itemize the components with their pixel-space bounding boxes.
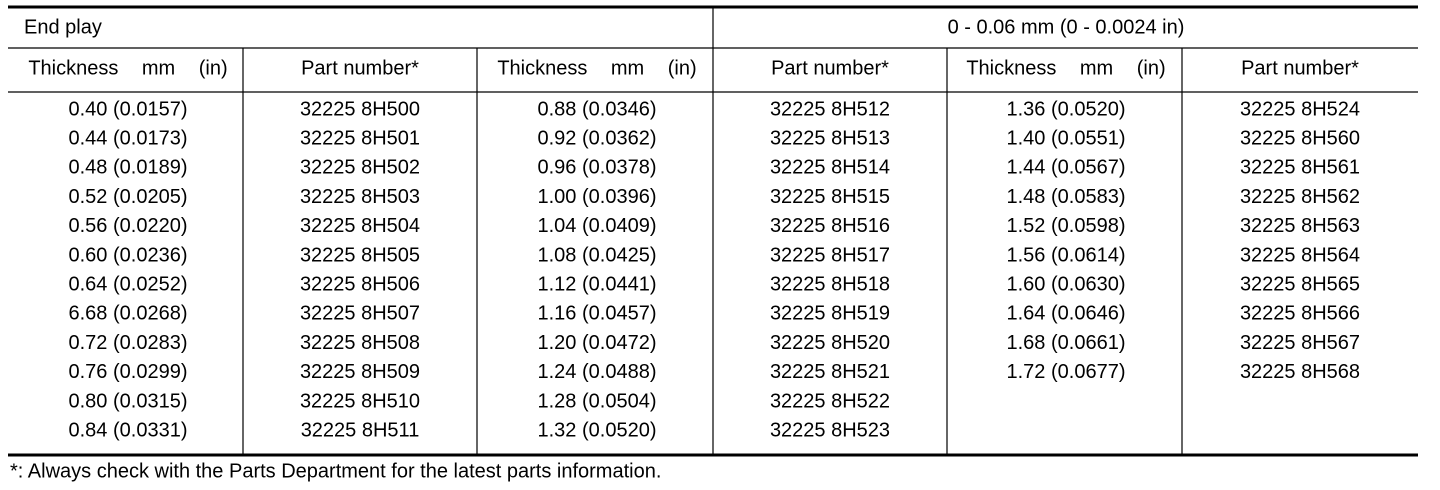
- thickness-cell: 1.24 (0.0488): [538, 361, 657, 383]
- part-number-cell: 32225 8H503: [300, 186, 420, 208]
- part-number-cell: 32225 8H563: [1240, 215, 1360, 237]
- thickness-cell: 0.88 (0.0346): [538, 98, 657, 120]
- part-number-cell: 32225 8H517: [770, 244, 890, 266]
- part-number-cell: 32225 8H511: [301, 419, 420, 441]
- part-number-cell: 32225 8H568: [1240, 361, 1360, 383]
- part-number-cell: 32225 8H521: [770, 361, 890, 383]
- thickness-cell: 1.20 (0.0472): [538, 332, 657, 354]
- thickness-cell: 1.16 (0.0457): [538, 303, 657, 325]
- thickness-cell: 1.72 (0.0677): [1007, 361, 1126, 383]
- end-play-label: End play: [24, 16, 102, 38]
- part-number-header: Part number*: [301, 57, 419, 79]
- thickness-cell: 6.68 (0.0268): [69, 303, 188, 325]
- thickness-cell: 1.32 (0.0520): [538, 419, 657, 441]
- thickness-cell: 1.08 (0.0425): [538, 244, 657, 266]
- part-number-cell: 32225 8H515: [770, 186, 890, 208]
- part-number-cell: 32225 8H562: [1240, 186, 1360, 208]
- thickness-cell: 0.40 (0.0157): [69, 98, 188, 120]
- part-number-cell: 32225 8H560: [1240, 127, 1360, 149]
- part-number-cell: 32225 8H502: [300, 157, 420, 179]
- part-number-cell: 32225 8H504: [300, 215, 420, 237]
- thickness-cell: 0.52 (0.0205): [69, 186, 188, 208]
- thickness-header: Thickness mm (in): [497, 57, 696, 79]
- thickness-cell: 1.68 (0.0661): [1007, 332, 1126, 354]
- part-number-cell: 32225 8H518: [770, 273, 890, 295]
- thickness-cell: 1.44 (0.0567): [1007, 157, 1126, 179]
- thickness-cell: 0.60 (0.0236): [69, 244, 188, 266]
- thickness-cell: 0.48 (0.0189): [69, 157, 188, 179]
- part-number-header: Part number*: [771, 57, 889, 79]
- thickness-cell: 1.56 (0.0614): [1007, 244, 1126, 266]
- part-number-cell: 32225 8H507: [300, 303, 420, 325]
- thickness-cell: 0.56 (0.0220): [69, 215, 188, 237]
- thickness-cell: 0.72 (0.0283): [69, 332, 188, 354]
- part-number-cell: 32225 8H508: [300, 332, 420, 354]
- end-play-value: 0 - 0.06 mm (0 - 0.0024 in): [948, 16, 1185, 38]
- part-number-cell: 32225 8H516: [770, 215, 890, 237]
- footnote: *: Always check with the Parts Departmen…: [10, 460, 661, 482]
- thickness-cell: 1.00 (0.0396): [538, 186, 657, 208]
- part-number-cell: 32225 8H500: [300, 98, 420, 120]
- thickness-cell: 1.40 (0.0551): [1007, 127, 1126, 149]
- part-number-cell: 32225 8H513: [770, 127, 890, 149]
- part-number-cell: 32225 8H565: [1240, 273, 1360, 295]
- part-number-cell: 32225 8H501: [300, 127, 420, 149]
- part-number-cell: 32225 8H509: [300, 361, 420, 383]
- part-number-cell: 32225 8H512: [770, 98, 890, 120]
- part-number-cell: 32225 8H566: [1240, 303, 1360, 325]
- part-number-cell: 32225 8H519: [770, 303, 890, 325]
- part-number-cell: 32225 8H522: [770, 390, 890, 412]
- part-number-header: Part number*: [1241, 57, 1359, 79]
- part-number-cell: 32225 8H514: [770, 157, 890, 179]
- thickness-cell: 1.36 (0.0520): [1007, 98, 1126, 120]
- thickness-cell: 1.12 (0.0441): [538, 273, 657, 295]
- part-number-cell: 32225 8H564: [1240, 244, 1360, 266]
- thickness-cell: 0.80 (0.0315): [69, 390, 188, 412]
- thickness-cell: 0.76 (0.0299): [69, 361, 188, 383]
- part-number-cell: 32225 8H505: [300, 244, 420, 266]
- part-number-cell: 32225 8H561: [1240, 157, 1360, 179]
- thickness-cell: 1.04 (0.0409): [538, 215, 657, 237]
- thickness-header: Thickness mm (in): [28, 57, 227, 79]
- part-number-cell: 32225 8H567: [1240, 332, 1360, 354]
- part-number-cell: 32225 8H524: [1240, 98, 1360, 120]
- thickness-cell: 1.64 (0.0646): [1007, 303, 1126, 325]
- thickness-cell: 1.48 (0.0583): [1007, 186, 1126, 208]
- thickness-cell: 1.52 (0.0598): [1007, 215, 1126, 237]
- part-number-cell: 32225 8H520: [770, 332, 890, 354]
- thickness-cell: 1.60 (0.0630): [1007, 273, 1126, 295]
- thickness-header: Thickness mm (in): [966, 57, 1165, 79]
- part-number-cell: 32225 8H523: [770, 419, 890, 441]
- thickness-cell: 0.64 (0.0252): [69, 273, 188, 295]
- part-number-cell: 32225 8H506: [300, 273, 420, 295]
- thickness-cell: 1.28 (0.0504): [538, 390, 657, 412]
- thickness-cell: 0.92 (0.0362): [538, 127, 657, 149]
- thickness-cell: 0.96 (0.0378): [538, 157, 657, 179]
- part-number-cell: 32225 8H510: [300, 390, 420, 412]
- thickness-cell: 0.44 (0.0173): [69, 127, 188, 149]
- thickness-cell: 0.84 (0.0331): [69, 419, 188, 441]
